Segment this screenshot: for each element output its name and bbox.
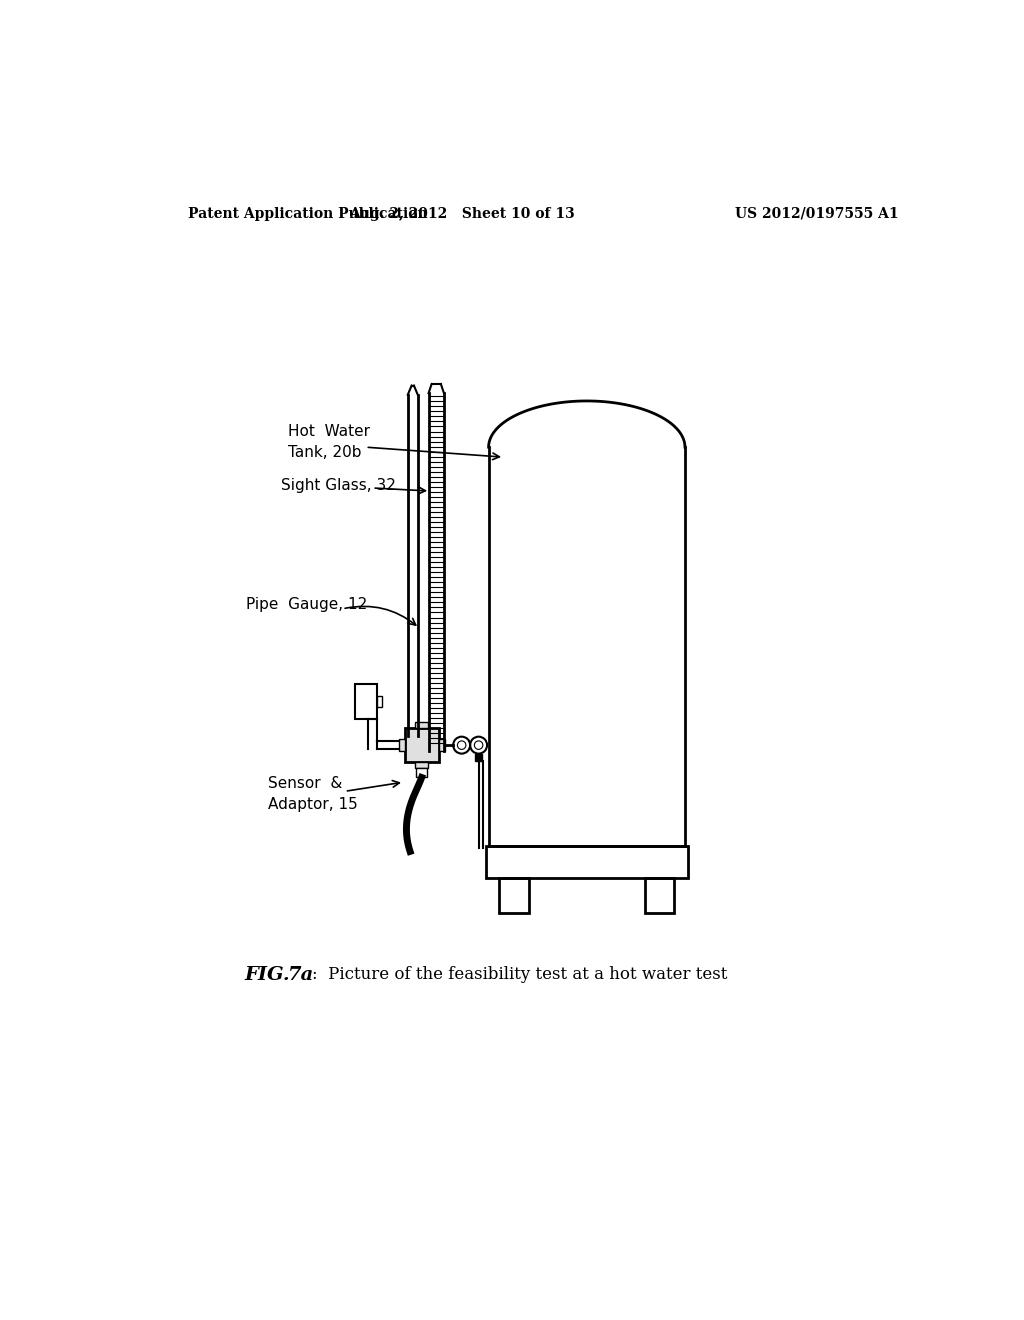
Bar	[438, 739, 444, 751]
Text: :  Picture of the feasibility test at a hot water test: : Picture of the feasibility test at a h…	[311, 966, 727, 983]
Bar	[416, 768, 427, 777]
Bar	[355, 684, 377, 719]
Bar	[416, 762, 428, 768]
Text: Sensor  &
Adaptor, 15: Sensor & Adaptor, 15	[267, 776, 357, 812]
Text: Sight Glass, 32: Sight Glass, 32	[281, 478, 395, 494]
Text: US 2012/0197555 A1: US 2012/0197555 A1	[735, 207, 899, 220]
Text: Aug. 2, 2012   Sheet 10 of 13: Aug. 2, 2012 Sheet 10 of 13	[349, 207, 574, 220]
Bar	[416, 722, 428, 729]
Text: Patent Application Publication: Patent Application Publication	[188, 207, 428, 220]
Bar	[377, 696, 382, 708]
Text: 7a: 7a	[289, 966, 314, 983]
Text: Pipe  Gauge, 12: Pipe Gauge, 12	[246, 598, 368, 612]
Text: Hot  Water
Tank, 20b: Hot Water Tank, 20b	[289, 424, 371, 459]
Bar	[500, 878, 528, 913]
Bar	[475, 754, 482, 762]
Bar	[485, 846, 688, 878]
Bar	[404, 729, 438, 762]
Bar	[645, 878, 674, 913]
Text: FIG.: FIG.	[245, 966, 290, 983]
Bar	[398, 739, 404, 751]
